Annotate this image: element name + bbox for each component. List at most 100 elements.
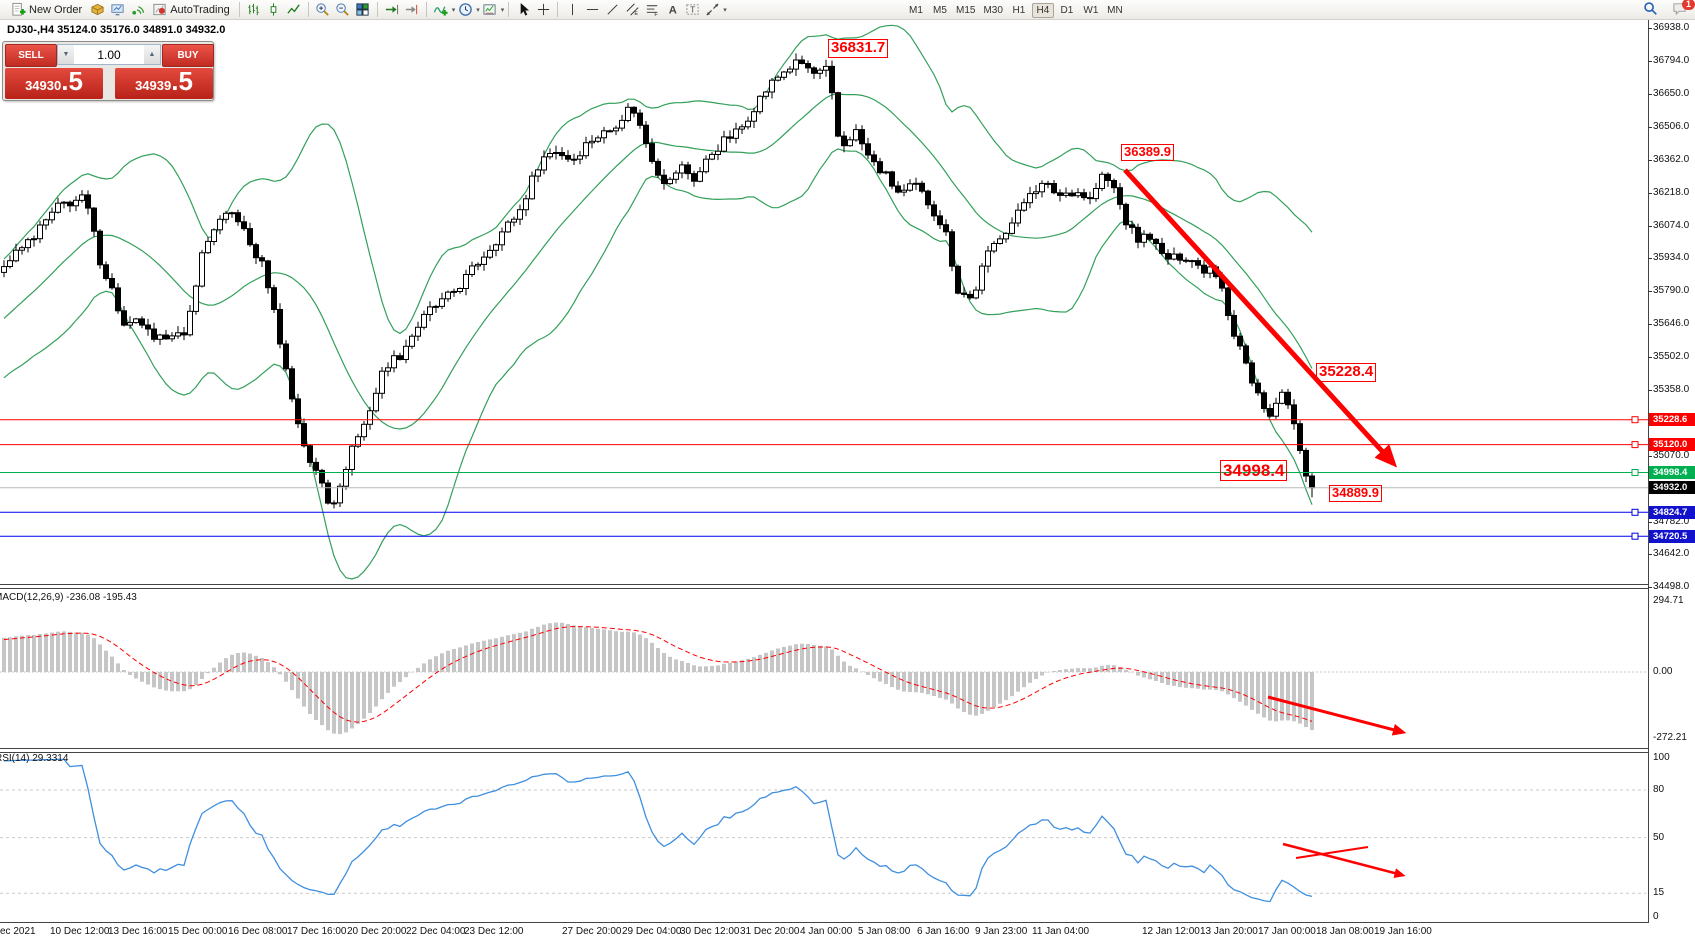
macd-panel-separator[interactable] bbox=[0, 584, 1648, 589]
price-axis-tick bbox=[1648, 93, 1652, 95]
auto-scroll-icon[interactable] bbox=[382, 1, 402, 19]
rsi-axis-label: 50 bbox=[1653, 831, 1665, 843]
price-axis-label: 34642.0 bbox=[1653, 548, 1690, 560]
price-line-badge: 35120.0 bbox=[1649, 438, 1695, 452]
timeframe-m30[interactable]: M30 bbox=[980, 3, 1005, 18]
price-axis-tick bbox=[1648, 324, 1652, 326]
time-axis-label: 13 Dec 16:00 bbox=[108, 926, 168, 937]
timeframe-h1[interactable]: H1 bbox=[1008, 3, 1030, 18]
price-line-badge: 34824.7 bbox=[1649, 505, 1695, 519]
line-chart-icon[interactable] bbox=[284, 1, 304, 19]
shapes-dropdown-caret[interactable]: ▾ bbox=[723, 6, 727, 14]
price-axis-label: 36218.0 bbox=[1653, 186, 1690, 198]
price-annotation: 34998.4 bbox=[1220, 460, 1288, 482]
volume-increase-button[interactable]: ▲ bbox=[144, 45, 160, 64]
zoom-in-icon[interactable] bbox=[313, 1, 333, 19]
price-axis-label: 35070.0 bbox=[1653, 450, 1690, 462]
volume-decrease-button[interactable]: ▼ bbox=[58, 45, 74, 64]
new-order-button[interactable]: New Order bbox=[6, 1, 87, 19]
price-annotation: 36831.7 bbox=[828, 39, 889, 58]
timeframe-m1[interactable]: M1 bbox=[905, 3, 927, 18]
trendline-icon[interactable] bbox=[602, 1, 622, 19]
price-axis-label: 36938.0 bbox=[1653, 22, 1690, 33]
macd-axis-label: -272.21 bbox=[1653, 731, 1687, 743]
time-axis-label: 5 Jan 08:00 bbox=[858, 926, 911, 937]
time-axis-label: 18 Jan 08:00 bbox=[1316, 926, 1374, 937]
notification-badge: 1 bbox=[1681, 0, 1695, 10]
tile-windows-icon[interactable] bbox=[353, 1, 373, 19]
publish-chart-icon[interactable] bbox=[107, 1, 127, 19]
new-order-icon bbox=[12, 2, 26, 16]
price-axis-label: 35646.0 bbox=[1653, 318, 1690, 330]
time-axis-label: 6 Jan 16:00 bbox=[917, 926, 970, 937]
fibonacci-icon[interactable]: F bbox=[642, 1, 662, 19]
toolbar-separator bbox=[425, 2, 427, 17]
toolbar-separator bbox=[238, 2, 240, 17]
toolbar-separator bbox=[307, 2, 309, 17]
channel-icon[interactable]: E bbox=[622, 1, 642, 19]
time-axis-label: 15 Dec 00:00 bbox=[168, 926, 228, 937]
buy-price[interactable]: 34939.5 bbox=[115, 68, 213, 99]
notifications-chat-icon[interactable]: 1 bbox=[1672, 0, 1695, 19]
sell-button[interactable]: SELL bbox=[5, 44, 57, 67]
price-axis-label: 35358.0 bbox=[1653, 384, 1690, 396]
timeframe-m5[interactable]: M5 bbox=[929, 3, 951, 18]
chart-background bbox=[0, 20, 1695, 940]
autotrading-button[interactable]: AutoTrading bbox=[147, 1, 235, 19]
vertical-line-icon[interactable] bbox=[562, 1, 582, 19]
history-box-icon[interactable] bbox=[87, 1, 107, 19]
chart-shift-icon[interactable] bbox=[402, 1, 422, 19]
price-axis-label: 36650.0 bbox=[1653, 87, 1690, 99]
text-icon[interactable]: A bbox=[662, 1, 682, 19]
buy-price-main: 34939 bbox=[135, 78, 172, 93]
horizontal-line-icon[interactable] bbox=[582, 1, 602, 19]
rsi-axis-label: 80 bbox=[1653, 784, 1665, 796]
time-axis-label: 22 Dec 04:00 bbox=[406, 926, 466, 937]
new-order-label: New Order bbox=[29, 3, 83, 16]
time-axis-label: ec 2021 bbox=[0, 926, 36, 937]
indicators-icon[interactable] bbox=[431, 1, 451, 19]
candlestick-icon[interactable] bbox=[264, 1, 284, 19]
signals-icon[interactable] bbox=[127, 1, 147, 19]
periods-dropdown-caret[interactable]: ▾ bbox=[476, 6, 480, 14]
chart-ohlc-title: DJ30-,H4 35124.0 35176.0 34891.0 34932.0 bbox=[7, 24, 226, 36]
price-axis-tick bbox=[1648, 159, 1652, 161]
timeframe-d1[interactable]: D1 bbox=[1056, 3, 1078, 18]
sell-price[interactable]: 34930.5 bbox=[5, 68, 103, 99]
bar-chart-icon[interactable] bbox=[244, 1, 264, 19]
templates-icon[interactable] bbox=[480, 1, 500, 19]
search-icon[interactable] bbox=[1643, 1, 1658, 19]
rsi-axis-label: 15 bbox=[1653, 887, 1665, 899]
timeframe-h4[interactable]: H4 bbox=[1031, 2, 1054, 18]
arrows-shapes-icon[interactable] bbox=[702, 1, 722, 19]
timeframe-m15[interactable]: M15 bbox=[953, 3, 978, 18]
sell-price-pips: .5 bbox=[61, 66, 83, 96]
price-axis-tick bbox=[1648, 357, 1652, 359]
time-axis-label: 17 Jan 00:00 bbox=[1258, 926, 1316, 937]
timeframe-mn[interactable]: MN bbox=[1104, 3, 1126, 18]
time-axis-label: 27 Dec 20:00 bbox=[562, 926, 622, 937]
zoom-out-icon[interactable] bbox=[333, 1, 353, 19]
time-axis-label: 9 Jan 23:00 bbox=[975, 926, 1028, 937]
indicators-dropdown-caret[interactable]: ▾ bbox=[451, 6, 456, 14]
price-chart-canvas[interactable] bbox=[0, 20, 1695, 940]
templates-dropdown-caret[interactable]: ▾ bbox=[500, 6, 505, 14]
price-axis-tick bbox=[1648, 390, 1652, 392]
svg-text:F: F bbox=[654, 12, 658, 17]
price-axis-label: 36362.0 bbox=[1653, 153, 1690, 165]
rsi-axis-label: 0 bbox=[1653, 911, 1659, 922]
text-label-icon[interactable]: T bbox=[682, 1, 702, 19]
rsi-panel-separator[interactable] bbox=[0, 748, 1648, 753]
cursor-icon[interactable] bbox=[513, 1, 533, 19]
timeframe-w1[interactable]: W1 bbox=[1080, 3, 1102, 18]
time-axis-label: 29 Dec 04:00 bbox=[622, 926, 682, 937]
buy-button[interactable]: BUY bbox=[162, 44, 214, 67]
timeframe-switcher: M1 M5 M15 M30 H1 H4 D1 W1 MN bbox=[905, 1, 1126, 19]
crosshair-icon[interactable] bbox=[533, 1, 553, 19]
toolbar-separator bbox=[557, 2, 559, 17]
price-line-badge: 35228.6 bbox=[1649, 413, 1695, 427]
one-click-trading-panel: SELL ▼ ▲ BUY 34930.5 34939.5 bbox=[2, 41, 214, 101]
price-axis-tick bbox=[1648, 291, 1652, 293]
periods-clock-icon[interactable] bbox=[455, 1, 475, 19]
volume-input[interactable] bbox=[74, 45, 144, 64]
